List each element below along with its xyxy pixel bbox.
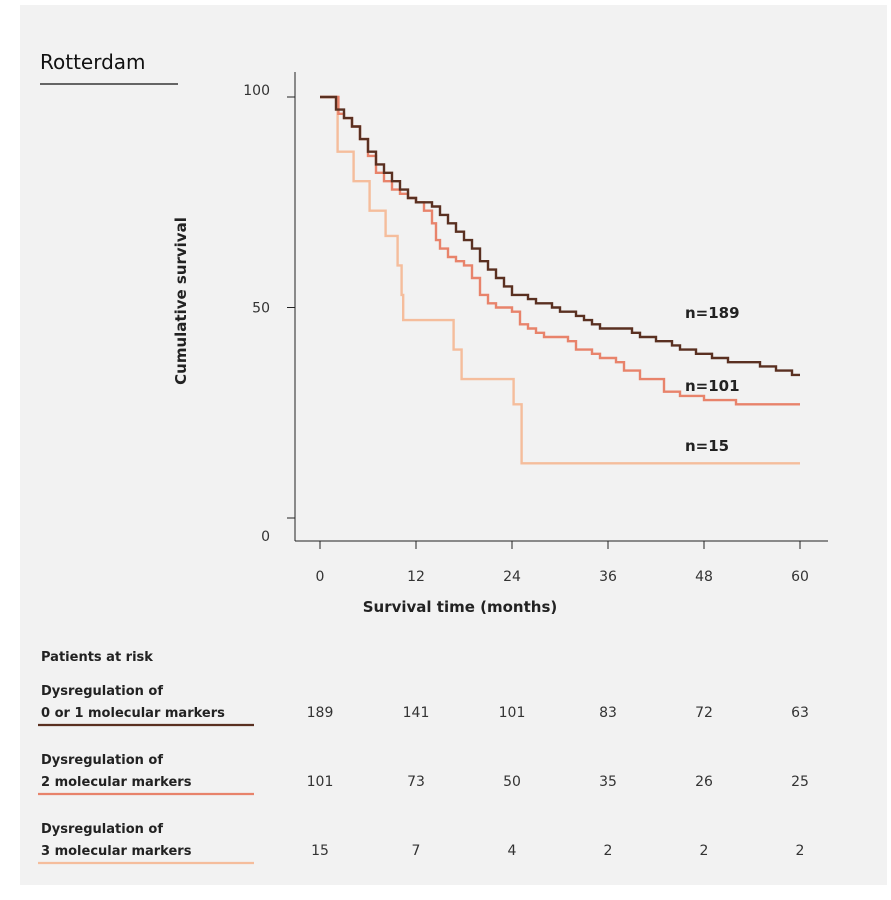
x-tick-label: 12 — [407, 569, 425, 585]
risk-count-cell: 83 — [599, 705, 617, 721]
risk-count-cell: 4 — [508, 843, 517, 859]
risk-table-header: Patients at risk — [41, 650, 153, 665]
x-tick-label: 60 — [791, 569, 809, 585]
y-ticks: 0 50 100 — [243, 83, 295, 545]
risk-row-label-line1: Dysregulation of — [41, 753, 163, 768]
x-tick-label: 24 — [503, 569, 521, 585]
curve-label-1: n=189 — [685, 304, 740, 322]
risk-table: Dysregulation of 0 or 1 molecular markers… — [38, 684, 809, 865]
risk-count-cell: 141 — [403, 705, 430, 721]
risk-count-cell: 26 — [695, 774, 713, 790]
risk-count-cell: 15 — [311, 843, 329, 859]
x-axis-title: Survival time (months) — [363, 598, 558, 616]
km-chart: Rotterdam Cumulative survival Survival t… — [38, 50, 828, 865]
risk-row-label-line2: 0 or 1 molecular markers — [41, 706, 225, 721]
risk-count-cell: 7 — [412, 843, 421, 859]
risk-count-cell: 2 — [604, 843, 613, 859]
risk-row-label-line2: 3 molecular markers — [41, 844, 192, 859]
risk-count-cell: 50 — [503, 774, 521, 790]
risk-count-cell: 189 — [307, 705, 334, 721]
risk-row-label-line1: Dysregulation of — [41, 684, 163, 699]
risk-count-cell: 2 — [700, 843, 709, 859]
x-tick-label: 48 — [695, 569, 713, 585]
chart-panel: Rotterdam Cumulative survival Survival t… — [20, 5, 887, 885]
curve-label-2: n=101 — [685, 377, 740, 395]
curve-end-labels: n=189 n=101 n=15 — [685, 304, 740, 455]
risk-row-label-line2: 2 molecular markers — [41, 775, 192, 790]
axes — [294, 72, 828, 542]
survival-curve-1 — [320, 95, 800, 377]
x-ticks: 0 12 24 36 48 60 — [316, 541, 809, 585]
x-tick-label: 0 — [316, 569, 325, 585]
risk-count-cell: 2 — [796, 843, 805, 859]
risk-count-cell: 72 — [695, 705, 713, 721]
y-axis-title: Cumulative survival — [172, 217, 190, 385]
risk-count-cell: 101 — [499, 705, 526, 721]
risk-count-cell: 63 — [791, 705, 809, 721]
y-tick-label: 0 — [261, 529, 270, 545]
chart-title: Rotterdam — [40, 50, 146, 74]
risk-count-cell: 101 — [307, 774, 334, 790]
risk-count-cell: 73 — [407, 774, 425, 790]
risk-row-label-line1: Dysregulation of — [41, 822, 163, 837]
curve-label-3: n=15 — [685, 437, 729, 455]
survival-curves — [320, 95, 800, 465]
survival-curve-3 — [320, 95, 800, 465]
y-tick-label: 50 — [252, 301, 270, 317]
risk-count-cell: 25 — [791, 774, 809, 790]
y-tick-label: 100 — [243, 83, 270, 99]
x-tick-label: 36 — [599, 569, 617, 585]
risk-count-cell: 35 — [599, 774, 617, 790]
survival-curve-2 — [320, 95, 800, 406]
